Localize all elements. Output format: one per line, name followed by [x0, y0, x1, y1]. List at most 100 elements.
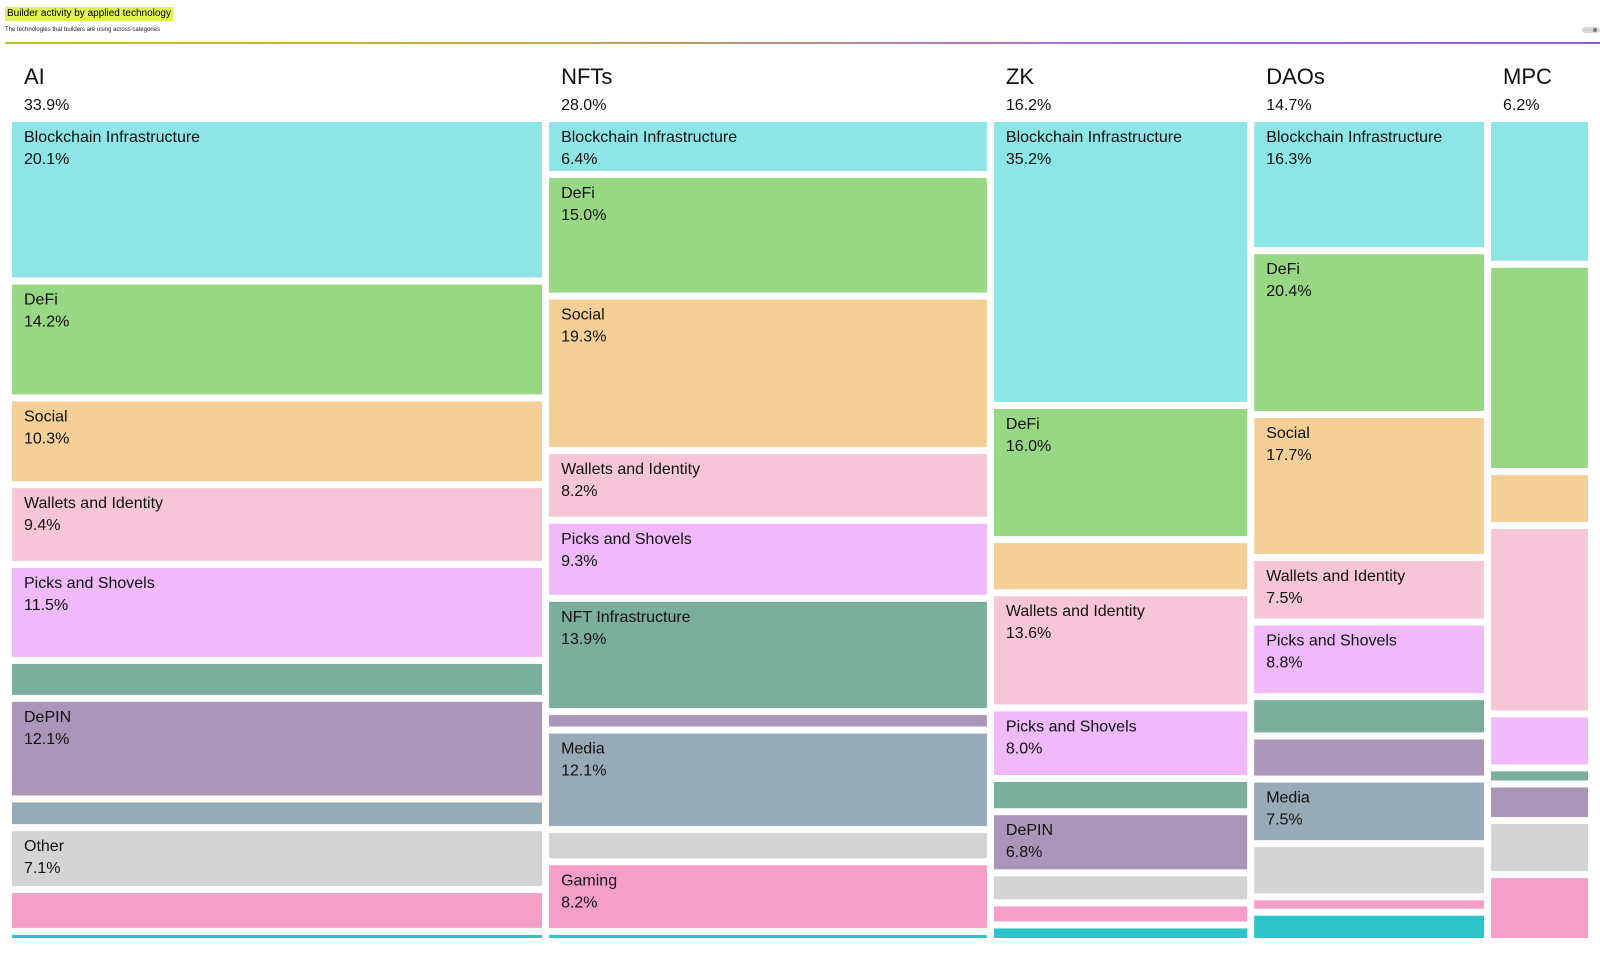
column-share: 16.2%: [1006, 97, 1051, 114]
column-name: DAOs: [1266, 64, 1325, 89]
cell-ai-other[interactable]: [12, 831, 543, 887]
cell-nfts-social[interactable]: [549, 299, 987, 448]
cell-label: Picks and Shovels: [24, 575, 155, 592]
cell-label: Social: [1266, 425, 1310, 442]
cell-ai-defi[interactable]: [12, 284, 543, 395]
cell-ai-wallets-and-identity[interactable]: [12, 488, 543, 561]
cell-label: Social: [561, 307, 605, 324]
cell-label: Gaming: [561, 872, 617, 889]
cell-label: Picks and Shovels: [1006, 718, 1137, 735]
cell-label: Wallets and Identity: [1266, 568, 1405, 585]
cell-zk-defi[interactable]: [993, 408, 1248, 537]
cell-daos-other[interactable]: [1254, 847, 1485, 894]
cell-ai-social[interactable]: [12, 401, 543, 482]
cell-ai-picks-and-shovels[interactable]: [12, 567, 543, 657]
column-ai: AI 33.9% Blockchain Infrastructure 20.1% DeF…: [12, 64, 543, 938]
cell-zk-wallets-and-identity[interactable]: [993, 596, 1248, 705]
header-divider: [5, 42, 1600, 44]
cell-nfts-other[interactable]: [549, 833, 987, 859]
column-name: AI: [24, 64, 45, 89]
cell-value: 12.1%: [561, 763, 606, 780]
cell-daos-blockchain-infrastructure[interactable]: [1254, 122, 1485, 248]
cell-ai-blockchain-infrastructure[interactable]: [12, 122, 543, 278]
cell-label: Blockchain Infrastructure: [1266, 129, 1442, 146]
cell-zk-blockchain-infrastructure[interactable]: [993, 122, 1248, 402]
cell-mpc-other[interactable]: [1491, 824, 1588, 872]
cell-ai-gaming[interactable]: [12, 893, 543, 928]
cell-mpc-picks-and-shovels[interactable]: [1491, 717, 1588, 765]
cell-value: 7.5%: [1266, 590, 1302, 607]
cell-ai-teal[interactable]: [12, 934, 543, 938]
chart-subtitle: The technologies that builders are using…: [5, 27, 161, 33]
cell-nfts-gaming[interactable]: [549, 865, 987, 928]
cell-value: 7.5%: [1266, 812, 1302, 829]
cell-label: Media: [1266, 790, 1310, 807]
cell-zk-teal[interactable]: [993, 928, 1248, 938]
cell-value: 17.7%: [1266, 447, 1311, 464]
cell-label: Wallets and Identity: [1006, 603, 1145, 620]
cell-nfts-defi[interactable]: [549, 177, 987, 293]
cell-value: 16.0%: [1006, 438, 1051, 455]
cell-value: 8.2%: [561, 894, 597, 911]
cell-ai-depin[interactable]: [12, 701, 543, 796]
cell-value: 8.0%: [1006, 740, 1042, 757]
cell-mpc-nft-infrastructure[interactable]: [1491, 771, 1588, 781]
scroll-indicator[interactable]: [1582, 27, 1600, 33]
cell-value: 11.5%: [24, 597, 68, 614]
cell-daos-nft-infrastructure[interactable]: [1254, 700, 1485, 733]
column-share: 6.2%: [1503, 97, 1539, 114]
column-name: ZK: [1006, 64, 1034, 89]
cell-value: 12.1%: [24, 731, 69, 748]
cell-mpc-defi[interactable]: [1491, 267, 1588, 469]
cell-mpc-depin[interactable]: [1491, 787, 1588, 818]
cell-zk-nft-infrastructure[interactable]: [993, 781, 1248, 809]
cell-nfts-teal[interactable]: [549, 934, 987, 938]
column-share: 14.7%: [1266, 97, 1311, 114]
column-nfts: NFTs 28.0% Blockchain Infrastructure 6.4% De…: [549, 64, 987, 938]
cell-daos-media[interactable]: [1254, 782, 1485, 841]
cell-daos-teal[interactable]: [1254, 915, 1485, 938]
cell-label: DeFi: [1006, 416, 1040, 433]
cell-zk-gaming[interactable]: [993, 906, 1248, 922]
chart-title: Builder activity by applied technology: [5, 7, 173, 21]
cell-daos-gaming[interactable]: [1254, 900, 1485, 909]
cell-ai-nft-infrastructure[interactable]: [12, 663, 543, 695]
cell-value: 13.6%: [1006, 625, 1051, 642]
cell-mpc-social[interactable]: [1491, 475, 1588, 523]
cell-label: DePIN: [1006, 822, 1053, 839]
cell-mpc-wallets-and-identity[interactable]: [1491, 529, 1588, 711]
cell-label: Picks and Shovels: [1266, 633, 1397, 650]
cell-zk-picks-and-shovels[interactable]: [993, 711, 1248, 775]
cell-label: DeFi: [561, 185, 595, 202]
cell-label: DePIN: [24, 709, 71, 726]
cell-value: 9.4%: [24, 517, 60, 534]
cell-nfts-depin[interactable]: [549, 715, 987, 727]
column-daos: DAOs 14.7% Blockchain Infrastructure 16.3% D…: [1254, 64, 1485, 938]
cell-zk-other[interactable]: [993, 876, 1248, 900]
cell-value: 15.0%: [561, 207, 606, 224]
cell-daos-picks-and-shovels[interactable]: [1254, 625, 1485, 694]
cell-daos-social[interactable]: [1254, 417, 1485, 554]
column-zk: ZK 16.2% Blockchain Infrastructure 35.2% DeF…: [993, 64, 1248, 938]
cell-mpc-blockchain-infrastructure[interactable]: [1491, 122, 1588, 261]
cell-daos-wallets-and-identity[interactable]: [1254, 560, 1485, 619]
column-mpc: MPC 6.2%: [1491, 64, 1588, 938]
cell-mpc-gaming[interactable]: [1491, 878, 1588, 938]
cell-nfts-media[interactable]: [549, 733, 987, 827]
cell-value: 10.3%: [24, 430, 69, 447]
cell-label: Blockchain Infrastructure: [24, 129, 200, 146]
cell-value: 9.3%: [561, 553, 597, 570]
cell-value: 6.4%: [561, 151, 597, 168]
cell-nfts-wallets-and-identity[interactable]: [549, 454, 987, 517]
cell-value: 8.8%: [1266, 655, 1302, 672]
cell-ai-media[interactable]: [12, 802, 543, 825]
cell-value: 14.2%: [24, 314, 69, 331]
cell-nfts-blockchain-infrastructure[interactable]: [549, 122, 987, 171]
cell-nfts-picks-and-shovels[interactable]: [549, 523, 987, 595]
cell-zk-depin[interactable]: [993, 815, 1248, 870]
cell-zk-social[interactable]: [993, 543, 1248, 590]
cell-value: 7.1%: [24, 860, 60, 877]
cell-daos-depin[interactable]: [1254, 739, 1485, 776]
cell-daos-defi[interactable]: [1254, 254, 1485, 411]
cell-nfts-nft-infrastructure[interactable]: [549, 601, 987, 709]
